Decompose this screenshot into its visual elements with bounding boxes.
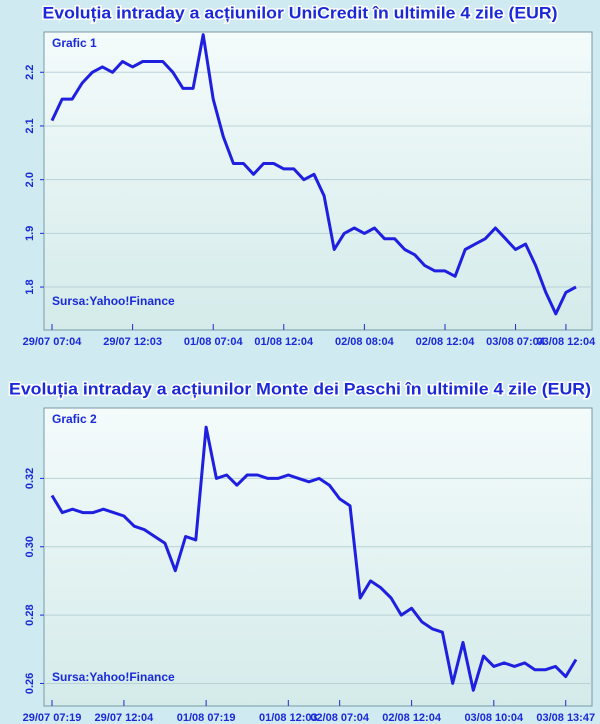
x-tick-label: 03/08 12:04 xyxy=(537,336,597,348)
x-tick-label: 02/08 12:04 xyxy=(416,336,476,348)
x-tick-label: 02/08 07:04 xyxy=(310,712,370,724)
source-note: Sursa:Yahoo!Finance xyxy=(52,294,175,308)
x-tick-label: 03/08 07:04 xyxy=(486,336,546,348)
y-tick-label: 2.0 xyxy=(24,172,36,187)
chart-title: Evoluția intraday a acțiunilor UniCredit… xyxy=(43,3,558,22)
y-tick-label: 0.32 xyxy=(24,468,36,489)
x-tick-label: 03/08 13:47 xyxy=(536,712,595,724)
y-tick-label: 2.1 xyxy=(24,118,36,133)
x-tick-label: 29/07 12:03 xyxy=(103,336,162,348)
x-tick-label: 02/08 12:04 xyxy=(382,712,442,724)
x-tick-label: 29/07 12:04 xyxy=(95,712,155,724)
x-tick-label: 01/08 07:19 xyxy=(177,712,236,724)
chart-title: Evoluția intraday a acțiunilor Monte dei… xyxy=(9,379,591,398)
source-note: Sursa:Yahoo!Finance xyxy=(52,670,175,684)
y-tick-label: 2.2 xyxy=(24,65,36,80)
x-tick-label: 02/08 08:04 xyxy=(335,336,395,348)
x-tick-label: 01/08 07:04 xyxy=(184,336,244,348)
y-tick-label: 0.28 xyxy=(24,604,36,625)
data-line xyxy=(50,33,577,316)
y-tick-label: 1.9 xyxy=(24,226,36,241)
chart-label: Grafic 2 xyxy=(52,412,97,426)
y-tick-label: 1.8 xyxy=(24,279,36,294)
x-tick-label: 03/08 10:04 xyxy=(464,712,524,724)
y-tick-label: 0.30 xyxy=(24,536,36,557)
data-line xyxy=(50,425,578,692)
x-tick-label: 01/08 12:03 xyxy=(259,712,318,724)
y-tick-label: 0.26 xyxy=(24,673,36,694)
plot-area xyxy=(43,407,593,707)
x-tick-label: 29/07 07:04 xyxy=(23,336,83,348)
chart-label: Grafic 1 xyxy=(52,36,97,50)
x-tick-label: 29/07 07:19 xyxy=(23,712,82,724)
x-tick-label: 01/08 12:04 xyxy=(254,336,314,348)
